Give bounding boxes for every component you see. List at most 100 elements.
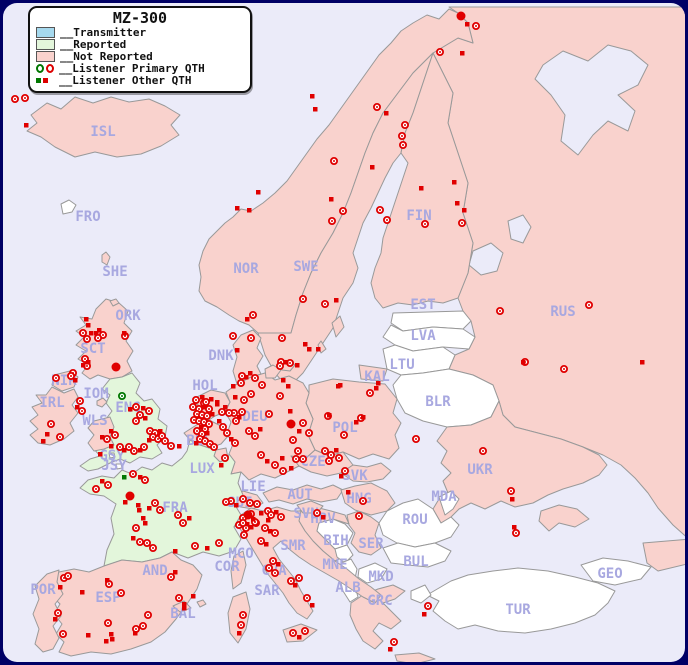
listener-other-qth-marker [200, 395, 205, 400]
island-menorca [196, 599, 207, 608]
listener-other-qth-marker [143, 416, 148, 421]
listener-other-qth-marker [313, 107, 318, 112]
country-label-ukr: UKR [467, 462, 493, 478]
listener-primary-qth-marker [94, 333, 103, 342]
listener-other-qth-marker [229, 437, 234, 442]
country-label-lie: LIE [240, 479, 265, 495]
listener-primary-qth-marker [129, 469, 138, 478]
listener-cluster-marker [286, 419, 296, 429]
white-sea [534, 44, 649, 156]
lake-onega [507, 214, 532, 244]
country-label-wls: WLS [82, 413, 107, 429]
listener-primary-qth-marker [142, 539, 151, 548]
country-ukraine [432, 400, 608, 524]
listener-primary-qth-marker [277, 333, 286, 342]
listener-primary-qth-marker [79, 328, 88, 337]
listener-primary-qth-marker [278, 466, 287, 475]
country-label-aut: AUT [287, 487, 312, 503]
listener-other-qth-marker [75, 405, 80, 410]
listener-primary-qth-marker [511, 529, 520, 538]
listener-other-qth-marker [303, 342, 308, 347]
listener-other-qth-marker [244, 375, 249, 380]
country-label-alb: ALB [335, 580, 360, 596]
listener-other-qth-marker [73, 378, 78, 383]
listener-other-qth-marker [422, 612, 427, 617]
listener-primary-qth-marker [92, 484, 101, 493]
listener-other-qth-marker [109, 444, 114, 449]
listener-primary-qth-marker [298, 294, 307, 303]
listener-other-qth-marker [640, 360, 645, 365]
listener-primary-qth-marker [338, 206, 347, 215]
listener-primary-qth-marker [329, 156, 338, 165]
listener-other-qth-marker [284, 360, 289, 365]
listener-primary-qth-marker [67, 371, 76, 380]
country-label-bal: BAL [170, 606, 195, 622]
country-label-kal: KAL [364, 369, 389, 385]
listener-primary-qth-marker [201, 397, 210, 406]
listener-primary-qth-marker [138, 622, 147, 631]
listener-primary-qth-marker [47, 419, 56, 428]
listener-other-qth-marker [510, 497, 515, 502]
listener-other-qth-marker [276, 562, 281, 567]
legend-label: __Listener Primary QTH [59, 62, 205, 75]
listener-primary-qth-marker [76, 396, 85, 405]
listener-primary-qth-marker [236, 621, 245, 630]
listener-primary-qth-marker [204, 419, 213, 428]
listener-primary-qth-marker [397, 131, 406, 140]
listener-other-qth-marker [138, 448, 143, 453]
listener-primary-qth-marker [275, 391, 284, 400]
listener-primary-qth-marker [320, 299, 329, 308]
listener-other-qth-marker [307, 347, 312, 352]
listener-other-qth-marker [110, 637, 115, 642]
legend-row-3: __Listener Primary QTH [36, 63, 244, 74]
listener-primary-qth-marker [293, 446, 302, 455]
listener-primary-qth-marker [252, 499, 261, 508]
listener-primary-qth-marker [144, 406, 153, 415]
listener-primary-qth-marker [131, 402, 140, 411]
listener-primary-qth-marker [190, 542, 199, 551]
listener-primary-qth-marker [354, 511, 363, 520]
listener-other-qth-marker [274, 510, 279, 515]
country-label-fin: FIN [406, 208, 431, 224]
listener-other-qth-marker [280, 456, 285, 461]
listener-other-qth-marker [173, 549, 178, 554]
listener-primary-qth-marker [294, 574, 303, 583]
listener-primary-qth-marker [118, 391, 127, 400]
legend-row-4: __Listener Other QTH [36, 75, 244, 86]
listener-other-qth-marker [122, 475, 127, 480]
listener-other-qth-marker [237, 415, 242, 420]
listener-primary-qth-marker [160, 436, 169, 445]
country-label-mda: MDA [431, 489, 457, 505]
country-label-esp: ESP [95, 590, 120, 606]
listener-other-qth-marker [136, 503, 141, 508]
island-jersey [115, 463, 123, 470]
listener-primary-qth-marker [104, 619, 113, 628]
legend-row-1: __Reported [36, 39, 244, 50]
island-crete [394, 652, 436, 662]
listener-primary-qth-marker [104, 480, 113, 489]
country-turkey [426, 567, 616, 634]
map-canvas[interactable]: ISL FRO SHE ORK NOR SWE FIN RUS EST LVA LTU KAL BLR D… [3, 3, 685, 662]
listener-primary-qth-marker [256, 537, 265, 546]
listener-primary-qth-marker [298, 454, 307, 463]
listener-other-qth-marker [249, 525, 254, 530]
listener-other-qth-marker [465, 22, 470, 27]
listener-primary-qth-marker [276, 512, 285, 521]
circle-icon [46, 64, 54, 73]
listener-primary-qth-marker [268, 557, 277, 566]
listener-primary-qth-marker [389, 638, 398, 647]
listener-primary-qth-marker [54, 609, 63, 618]
country-label-lva: LVA [410, 328, 436, 344]
listener-other-qth-marker [512, 525, 517, 530]
listener-other-qth-marker [137, 508, 142, 513]
listener-other-qth-marker [100, 479, 105, 484]
listener-other-qth-marker [24, 123, 29, 128]
listener-primary-qth-marker [237, 407, 246, 416]
listener-primary-qth-marker [270, 529, 279, 538]
legend-label: __Transmitter [60, 26, 147, 39]
listener-primary-qth-marker [224, 408, 233, 417]
listener-primary-qth-marker [286, 577, 295, 586]
listener-other-qth-marker [141, 406, 146, 411]
